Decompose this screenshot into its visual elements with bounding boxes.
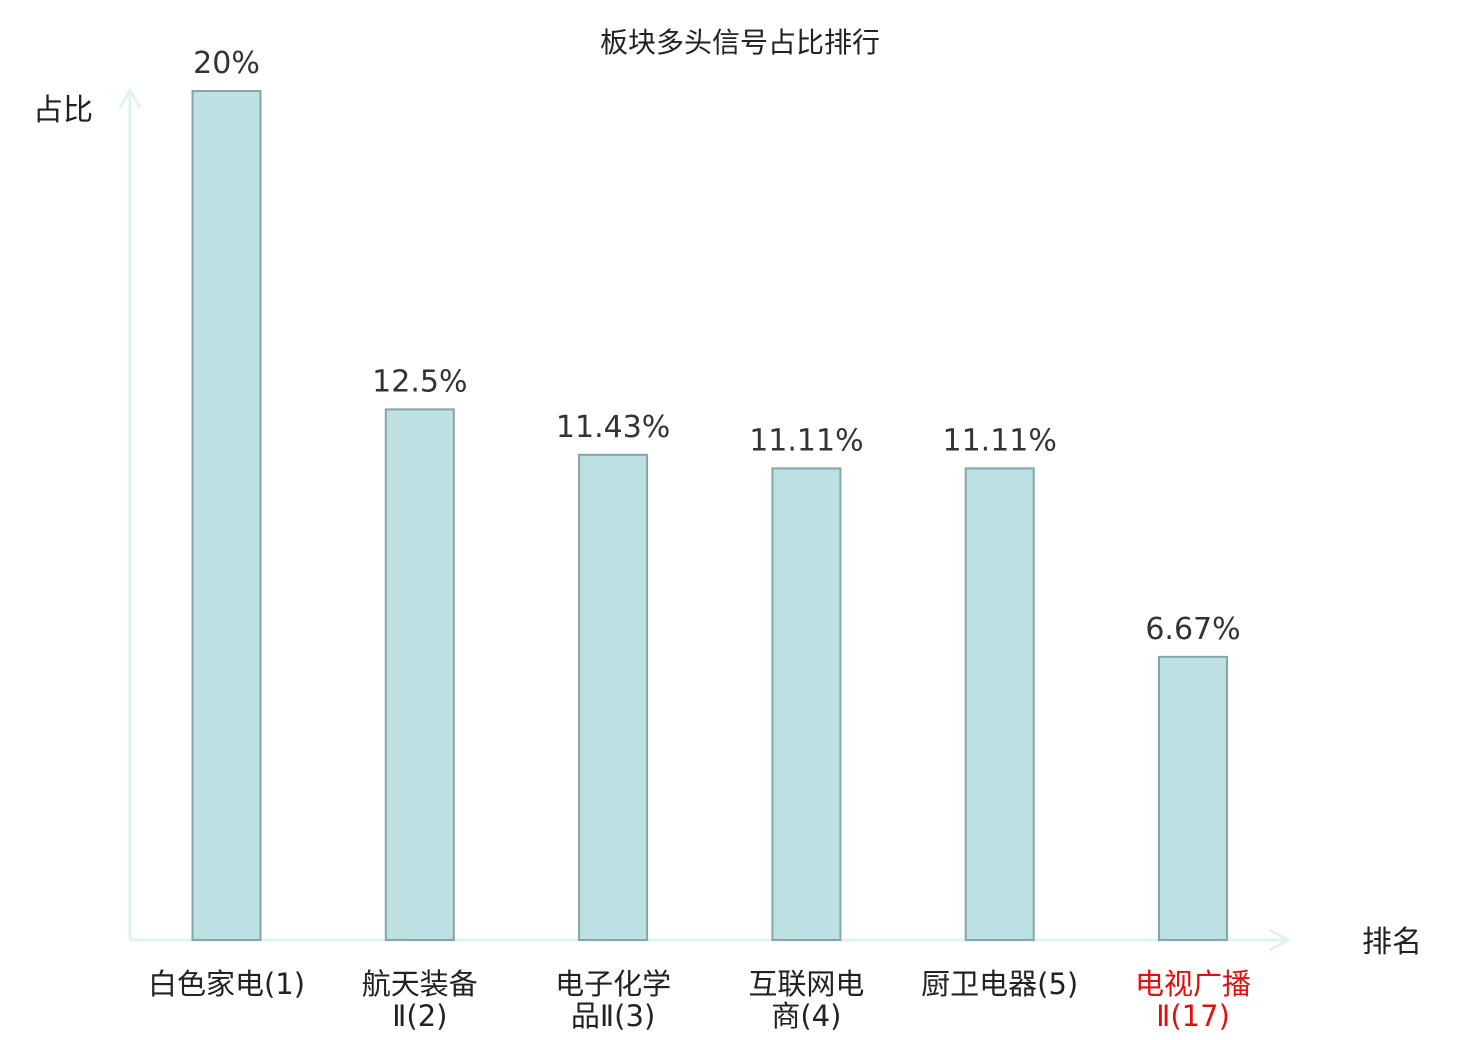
bar-value-label: 20% bbox=[193, 46, 260, 81]
category-tick-label-line: 电视广播 bbox=[1135, 967, 1251, 1001]
x-axis-label: 排名 bbox=[1362, 925, 1422, 960]
bar-value-label: 11.11% bbox=[943, 423, 1057, 458]
y-axis-label: 占比 bbox=[33, 93, 93, 128]
bar-value-label: 6.67% bbox=[1145, 612, 1240, 647]
x-axis-arrow-icon bbox=[1269, 928, 1292, 952]
chart-title: 板块多头信号占比排行 bbox=[600, 26, 880, 59]
category-tick-label: 厨卫电器(5) bbox=[921, 967, 1078, 1001]
bar bbox=[964, 467, 1035, 941]
axes bbox=[118, 86, 1292, 952]
category-tick-label-line: 航天装备 bbox=[362, 967, 478, 1001]
bar bbox=[578, 453, 649, 941]
y-axis-arrow-icon bbox=[118, 86, 142, 109]
category-tick-label-line: 互联网电 bbox=[748, 967, 864, 1001]
bar-value-label: 11.43% bbox=[556, 410, 670, 445]
category-tick-label-line: 白色家电(1) bbox=[148, 967, 305, 1001]
bar-value-label: 11.11% bbox=[749, 423, 863, 458]
bar-value-label: 12.5% bbox=[372, 364, 467, 399]
category-tick-label-line: 厨卫电器(5) bbox=[921, 967, 1078, 1001]
category-tick-label-line: 商(4) bbox=[771, 999, 841, 1033]
category-tick-label: 白色家电(1) bbox=[148, 967, 305, 1001]
category-tick-label-line: 品Ⅱ(3) bbox=[571, 999, 655, 1033]
bar bbox=[191, 90, 262, 941]
category-tick-label-line: Ⅱ(2) bbox=[392, 999, 447, 1033]
category-tick-label-line: Ⅱ(17) bbox=[1156, 999, 1230, 1033]
bar bbox=[771, 467, 842, 941]
category-tick-label-line: 电子化学 bbox=[555, 967, 671, 1001]
bar bbox=[384, 408, 455, 941]
bar bbox=[1158, 655, 1228, 942]
bars bbox=[191, 90, 1228, 942]
